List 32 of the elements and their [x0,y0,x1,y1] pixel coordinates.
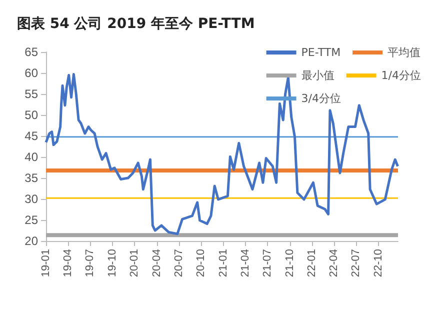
x-tick-label: 20-04 [150,249,163,278]
y-tick-label: 60 [24,66,38,80]
x-tick-label: 22-01 [306,249,318,278]
x-tick-label: 21-07 [262,249,274,278]
y-tick-label: 65 [24,45,38,59]
legend-label: 1/4分位 [381,69,421,82]
legend-label: 3/4分位 [301,92,341,105]
x-tick-label: 19-04 [62,249,74,278]
y-tick-label: 35 [24,171,38,185]
x-tick-label: 22-10 [372,249,385,278]
x-tick-label: 20-01 [128,249,141,278]
legend-label: 最小值 [301,69,334,82]
x-tick-label: 21-04 [239,249,252,278]
x-tick-label: 19-10 [106,249,118,278]
x-tick-label: 19-07 [84,249,96,278]
x-tick-label: 21-10 [284,249,296,278]
y-tick-label: 25 [24,213,38,227]
chart-title: 图表 54 公司 2019 年至今 PE-TTM [17,16,255,32]
y-tick-label: 20 [24,234,38,248]
y-tick-label: 45 [24,129,38,143]
x-tick-label: 22-07 [350,249,362,278]
y-tick-label: 40 [24,150,38,164]
y-tick-label: 30 [24,192,38,206]
y-tick-label: 50 [24,108,38,122]
x-tick-label: 22-04 [328,249,340,278]
legend-label: 平均值 [388,46,421,59]
x-tick-label: 20-07 [172,249,185,278]
legend-label: PE-TTM [301,46,341,59]
x-tick-label: 21-01 [218,249,230,278]
x-tick-label: 20-10 [195,249,208,278]
x-tick-label: 19-01 [40,249,52,278]
y-tick-label: 55 [24,87,38,101]
